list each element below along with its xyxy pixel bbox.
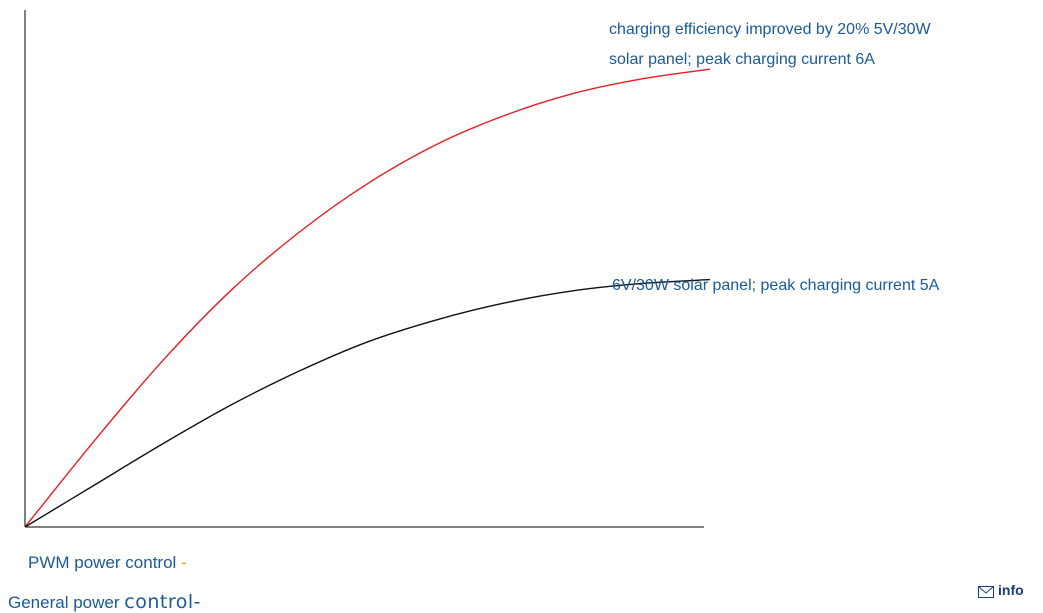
- legend-pwm-label: PWM power control: [28, 553, 177, 572]
- legend-general-big: control-: [124, 591, 201, 613]
- red-annotation-line-2: solar panel; peak charging current 6A: [609, 51, 875, 68]
- black-series-annotation: 6V/30W solar panel; peak charging curren…: [612, 271, 939, 301]
- contact-email[interactable]: info: [978, 582, 1024, 598]
- legend-pwm: PWM power control -: [28, 553, 187, 573]
- legend-pwm-dash: -: [181, 553, 187, 572]
- series-line-black: [24, 278, 711, 528]
- mail-icon: [978, 586, 994, 598]
- red-series-annotation: charging efficiency improved by 20% 5V/3…: [609, 15, 931, 75]
- legend-general-label: General power: [8, 593, 120, 612]
- series-layer: [24, 68, 711, 528]
- black-annotation-text: 6V/30W solar panel; peak charging curren…: [612, 277, 940, 294]
- red-annotation-line-1: charging efficiency improved by 20% 5V/3…: [609, 21, 931, 38]
- email-text: info: [998, 582, 1024, 598]
- series-line-red: [24, 68, 711, 528]
- legend-general: General power control-: [8, 591, 201, 613]
